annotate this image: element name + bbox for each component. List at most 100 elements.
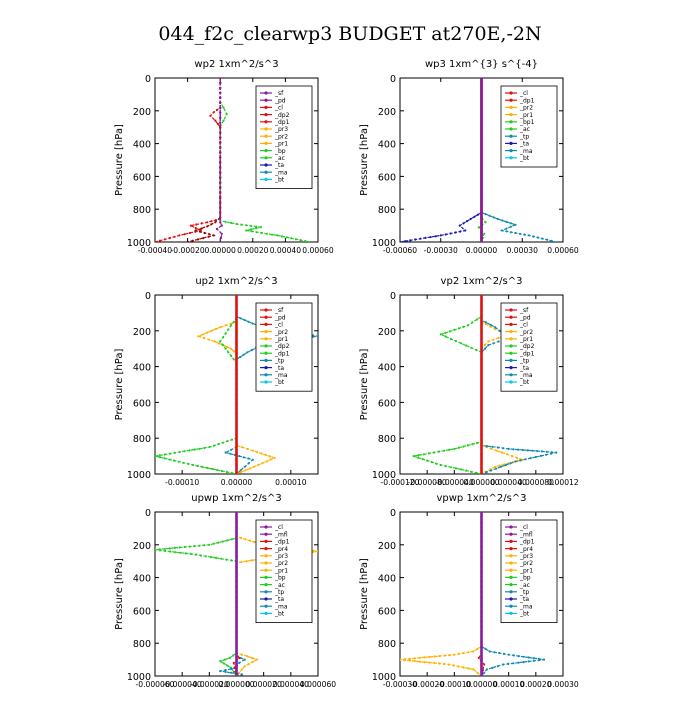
legend-marker [264,547,268,551]
series-point [539,454,543,457]
legend-label: _tp [274,589,284,596]
series-point [255,225,258,228]
series-point [206,466,209,470]
series-point [240,560,243,564]
series-point [208,446,211,449]
series-point [194,227,197,230]
series-point [460,342,463,345]
series-point [235,635,238,638]
series-point [470,346,473,349]
series-point [235,630,238,633]
series-point [228,656,231,660]
x-tick-label: 0.00010 [493,680,525,689]
series-point [223,658,227,661]
x-tick-label: -0.000060 [136,680,175,689]
y-tick-label: 200 [133,107,151,118]
series-point [534,455,537,459]
series-point [480,136,483,139]
legend-label: _mfl [274,531,288,538]
series-point [235,358,238,361]
series-point [523,233,526,236]
series-point [178,450,181,454]
series-point [490,469,493,472]
legend-marker [264,98,268,102]
series-point [483,347,486,350]
chart-title: wp3 1xm^{3} s^{-4} [425,59,538,70]
series-point [480,645,483,648]
series-point [502,663,505,666]
series-point [189,552,192,556]
series-point [211,467,214,471]
series-point [477,656,480,660]
series-point [235,413,238,416]
series-point [493,651,496,654]
series-point [541,237,544,240]
series-point [245,229,248,232]
series-point [480,660,483,663]
series-point [235,338,238,341]
series-point [219,121,222,124]
series-point [495,449,498,452]
series-point [491,445,494,448]
legend-marker [264,163,268,167]
series-point [273,456,276,459]
legend-label: _pr2 [274,560,288,567]
series-point [219,131,222,134]
series-point [250,224,253,227]
series-point [219,116,222,119]
series-point [536,450,539,453]
series-point [217,541,220,544]
series-line [480,295,557,474]
series-group [400,512,546,676]
chart-title: up2 1xm^2/s^3 [195,276,277,287]
x-tick-label: 0.00020 [237,246,269,255]
figure-title: 044_f2c_clearwp3 BUDGET at270E,-2N [158,23,541,45]
series-point [480,181,483,184]
legend-marker [509,583,513,587]
series-point [235,438,238,441]
series-point [213,340,216,343]
series-point [235,550,238,553]
series-point [494,326,497,329]
series-point [235,363,238,366]
series-point [449,232,452,235]
legend-marker [509,105,513,109]
series-point [542,658,546,661]
series-point [466,444,469,447]
series-point [225,558,228,561]
series-point [443,449,446,452]
series-point [219,81,222,85]
x-tick-label: 0.00060 [547,246,579,255]
legend-marker [509,149,513,153]
series-point [235,540,238,543]
series-point [480,333,483,336]
series-point [260,452,263,455]
y-tick-label: 800 [133,205,151,216]
chart-panel: wp3 1xm^{3} s^{-4} Pressure [hPa] 0 200 400 6… [359,59,579,255]
series-point [235,388,238,391]
legend-label: _ma [274,372,288,379]
series-point [546,238,549,241]
x-tick-label: 0.00012 [547,478,579,487]
chart-panel: upwp 1xm^2/s^3 Pressure [hPa] 0 200 400 600 80… [114,493,336,689]
series-point [256,451,259,454]
series-point [265,460,268,463]
series-point [220,232,223,235]
series-point [193,448,196,451]
series-point [210,220,213,223]
series-point [219,221,222,224]
series-point [235,378,238,381]
series-point [182,461,185,464]
series-point [245,224,248,227]
legend-label: _pr2 [274,133,288,140]
series-point [480,467,483,471]
series-point [498,329,501,332]
series-point [219,191,222,194]
y-tick-label: 1000 [372,672,396,683]
series-point [232,654,235,657]
y-tick-label: 0 [390,508,396,519]
x-tick-label: -0.00040 [138,246,172,255]
series-point [235,660,238,663]
series-point [230,471,233,474]
series-point [458,652,461,656]
